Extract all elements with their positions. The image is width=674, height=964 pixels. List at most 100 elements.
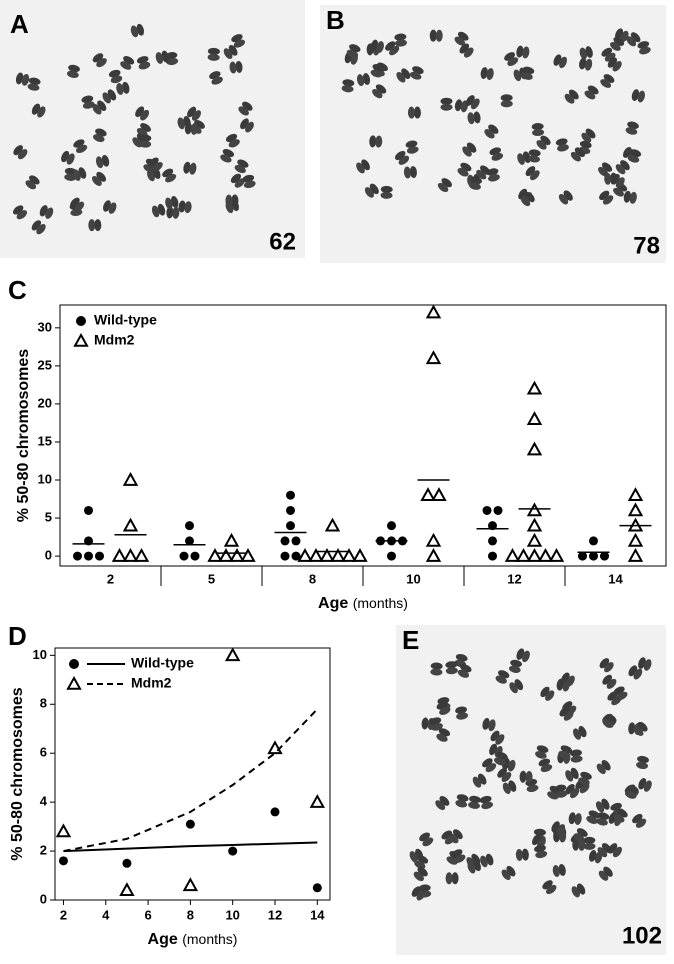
x-label: Age bbox=[148, 931, 178, 948]
chromosome bbox=[480, 67, 494, 81]
chromosome bbox=[554, 784, 568, 798]
chromatid bbox=[485, 853, 494, 866]
chromatid bbox=[28, 77, 41, 85]
chromosome bbox=[565, 767, 579, 782]
chromatid bbox=[421, 717, 429, 730]
legend-label: Mdm2 bbox=[131, 675, 172, 691]
panel-label: A bbox=[10, 9, 29, 39]
panel-label: B bbox=[326, 5, 345, 35]
chromatid bbox=[629, 191, 637, 204]
chromatid bbox=[602, 719, 614, 728]
point bbox=[122, 858, 132, 868]
point bbox=[224, 647, 241, 662]
chromatid bbox=[170, 196, 179, 208]
chromatid bbox=[243, 180, 256, 189]
chromatid bbox=[623, 190, 631, 203]
chromosome bbox=[25, 175, 40, 190]
chromosome bbox=[370, 64, 385, 78]
chromatid bbox=[602, 195, 614, 205]
chromatid bbox=[454, 99, 463, 112]
chromatid bbox=[389, 45, 400, 56]
chromatid bbox=[136, 56, 149, 64]
chromosome bbox=[436, 701, 451, 715]
point bbox=[330, 548, 346, 562]
chromatid bbox=[140, 109, 150, 121]
chromatid bbox=[566, 675, 575, 687]
chromosome bbox=[229, 60, 243, 74]
chromosome bbox=[467, 111, 481, 125]
chromatid bbox=[102, 92, 111, 104]
point bbox=[190, 551, 200, 561]
point bbox=[319, 548, 335, 562]
x-axis-title: Age (months) bbox=[318, 595, 408, 613]
chromosome bbox=[468, 795, 481, 809]
chromatid bbox=[494, 757, 506, 766]
chromatid bbox=[370, 39, 379, 52]
chromatid bbox=[528, 155, 541, 163]
chromosome bbox=[489, 147, 504, 161]
chromatid bbox=[157, 203, 166, 216]
chromosome bbox=[551, 821, 566, 836]
chromatid bbox=[574, 813, 582, 826]
chromatid bbox=[440, 103, 453, 111]
chromatid bbox=[500, 94, 513, 102]
chromatid bbox=[615, 177, 625, 188]
point bbox=[324, 517, 341, 532]
chromosome bbox=[435, 795, 450, 811]
point bbox=[286, 490, 295, 500]
chromatid bbox=[579, 783, 590, 794]
point bbox=[280, 551, 290, 561]
chromosome-count: 102 bbox=[622, 922, 662, 949]
chromatid bbox=[25, 180, 37, 190]
chromatid bbox=[643, 659, 652, 671]
y-tick-label: 8 bbox=[40, 696, 47, 711]
chromatid bbox=[220, 154, 232, 163]
chromatid bbox=[166, 57, 179, 66]
chromosome bbox=[346, 44, 361, 58]
chromatid bbox=[583, 836, 596, 844]
chromatid bbox=[521, 650, 530, 663]
chromatid bbox=[501, 772, 512, 782]
point bbox=[267, 740, 283, 755]
point bbox=[122, 548, 139, 562]
chromosome bbox=[136, 56, 151, 70]
chromatid bbox=[536, 140, 547, 150]
chromatid bbox=[444, 835, 456, 845]
chromatid bbox=[88, 219, 96, 232]
chromatid bbox=[620, 30, 629, 43]
x-tick-label: 8 bbox=[309, 571, 316, 586]
chromosome bbox=[465, 95, 480, 110]
chromatid bbox=[27, 83, 40, 91]
chromatid bbox=[108, 69, 121, 78]
chromatid bbox=[624, 790, 637, 799]
point bbox=[589, 551, 598, 561]
chromatid bbox=[507, 57, 519, 66]
chromosome bbox=[207, 47, 220, 61]
chromosome bbox=[364, 183, 379, 198]
chromosome bbox=[516, 45, 530, 59]
point bbox=[240, 548, 256, 562]
point bbox=[425, 350, 442, 365]
chromatid bbox=[532, 129, 545, 137]
chromosome bbox=[116, 81, 130, 95]
point bbox=[297, 548, 313, 562]
chromosome bbox=[569, 749, 583, 763]
chromatid bbox=[456, 794, 469, 802]
chromatid bbox=[596, 818, 608, 826]
chromosome bbox=[561, 672, 575, 687]
chromosome bbox=[409, 66, 424, 80]
chromosome bbox=[559, 706, 574, 721]
chromosome bbox=[451, 849, 466, 863]
chromatid bbox=[606, 678, 617, 689]
chromatid bbox=[380, 185, 393, 193]
chromosome bbox=[628, 665, 643, 680]
chromatid bbox=[405, 140, 418, 148]
chromatid bbox=[166, 206, 174, 219]
chromosome bbox=[490, 730, 505, 745]
chromatid bbox=[565, 770, 574, 782]
chromatid bbox=[581, 132, 592, 143]
chromosome bbox=[234, 159, 249, 174]
chromatid bbox=[495, 734, 505, 745]
chromosome bbox=[72, 167, 87, 181]
point bbox=[286, 521, 295, 531]
